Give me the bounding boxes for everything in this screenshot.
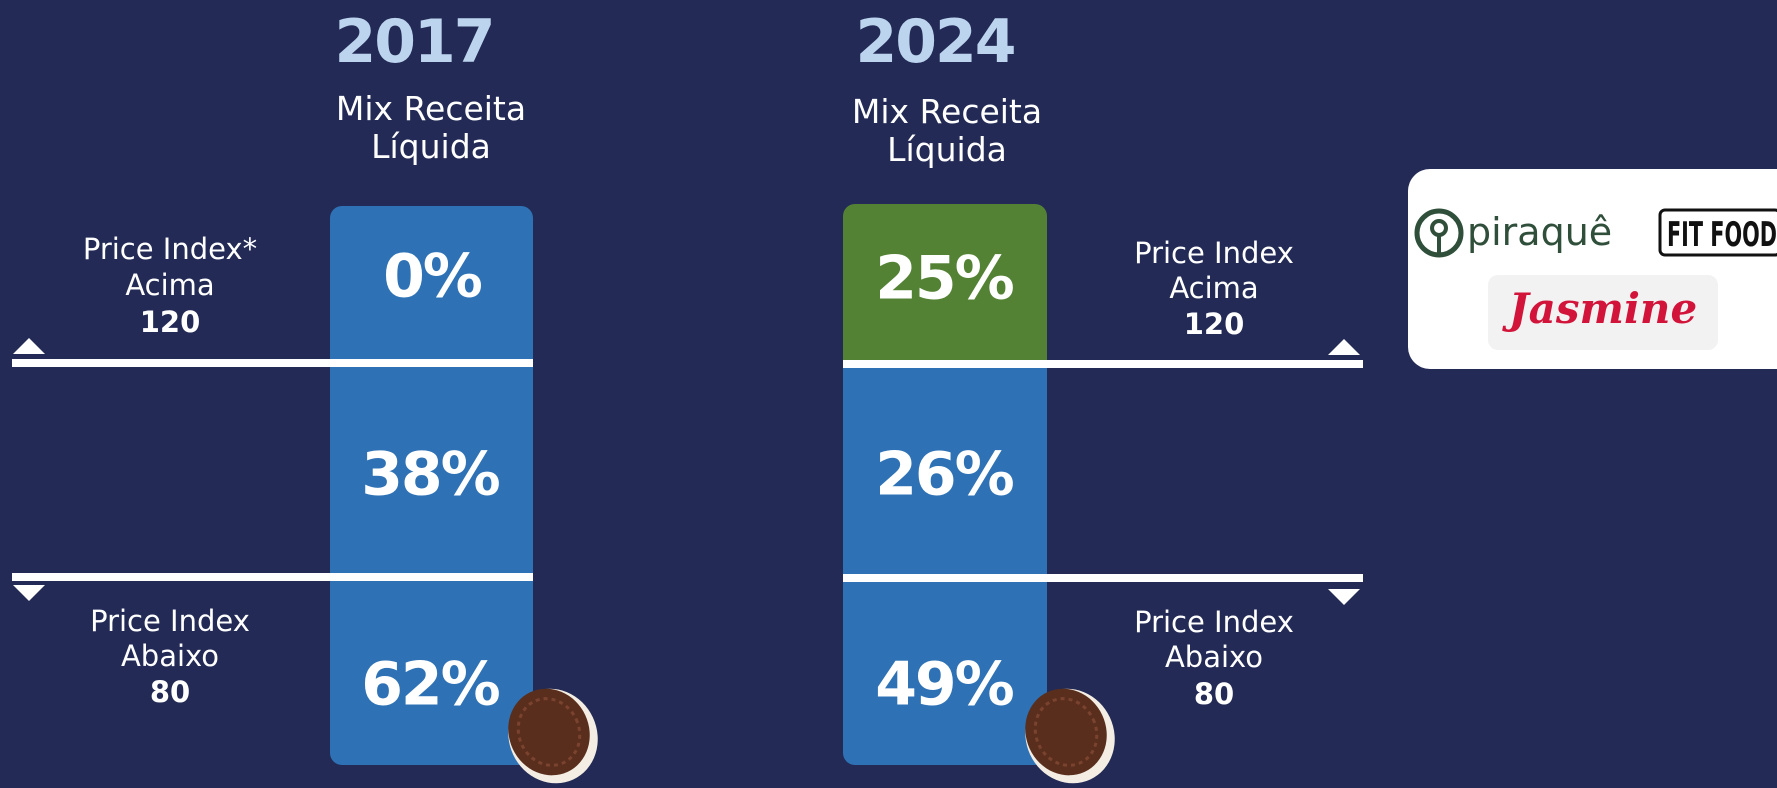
logo: FIT FOOD xyxy=(1667,215,1777,255)
divider xyxy=(12,359,533,367)
label: Acima xyxy=(125,268,214,302)
segment-value: 62% xyxy=(361,650,499,720)
segment-value: 38% xyxy=(361,440,499,510)
segment-value: 0% xyxy=(383,242,482,312)
divider xyxy=(843,574,1363,582)
slide: 2017 Mix Receita Líquida 0% 38% 62% Pric… xyxy=(0,0,1777,788)
divider xyxy=(843,360,1363,368)
subtitle: Líquida xyxy=(371,127,491,166)
label: Price Index xyxy=(1134,605,1294,639)
label: 80 xyxy=(1194,677,1234,711)
label: Price Index xyxy=(1134,236,1294,270)
subtitle: Líquida xyxy=(887,130,1007,169)
label: 120 xyxy=(1184,307,1245,341)
segment-value: 26% xyxy=(875,440,1013,510)
year: 2024 xyxy=(856,7,1015,77)
year: 2017 xyxy=(335,7,494,77)
subtitle: Mix Receita xyxy=(336,89,526,128)
label: Acima xyxy=(1169,271,1258,305)
label: Abaixo xyxy=(1165,640,1263,674)
label: Price Index xyxy=(90,604,250,638)
label: 120 xyxy=(140,305,201,339)
subtitle: Mix Receita xyxy=(852,92,1042,131)
label: 80 xyxy=(150,675,190,709)
divider xyxy=(12,573,533,581)
segment-value: 49% xyxy=(875,650,1013,720)
logo: piraquê xyxy=(1467,210,1612,254)
segment-value: 25% xyxy=(875,244,1013,314)
label: Abaixo xyxy=(121,639,219,673)
label: Price Index* xyxy=(83,232,257,266)
logo: Jasmine xyxy=(1502,284,1697,333)
